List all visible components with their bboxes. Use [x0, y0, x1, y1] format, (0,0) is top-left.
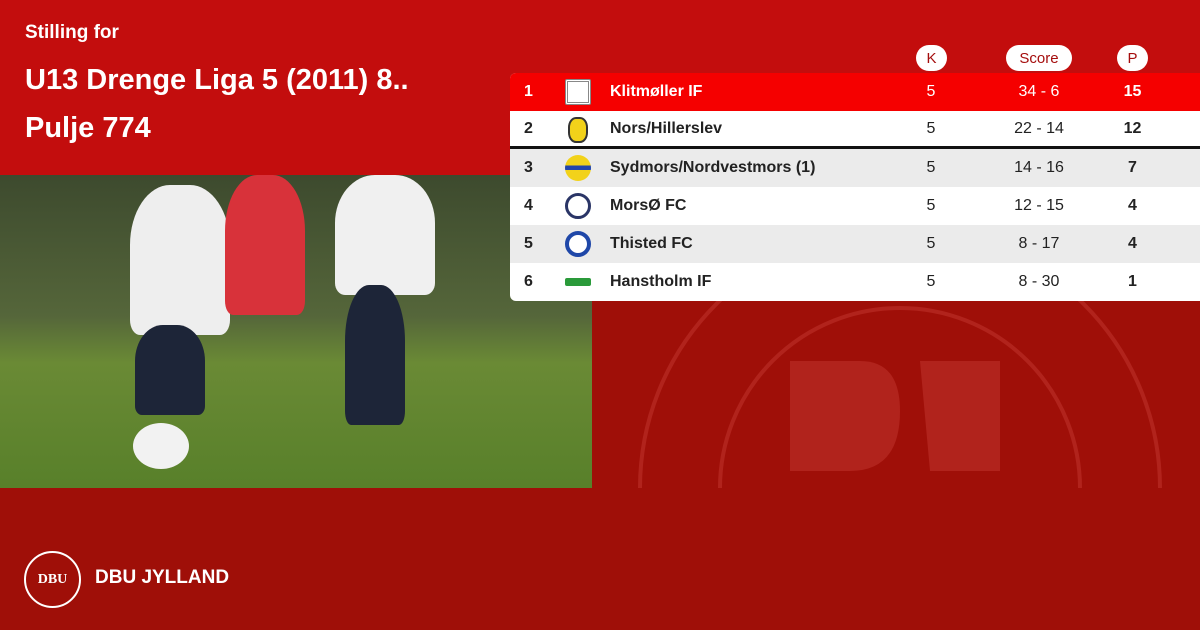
rank: 5: [524, 235, 533, 252]
morso-logo-icon: [565, 193, 591, 219]
score: 12 - 15: [1014, 197, 1064, 214]
klitmoller-logo-icon: [565, 79, 591, 105]
rank: 6: [524, 273, 533, 290]
column-header-p[interactable]: P: [1117, 45, 1148, 71]
points: 4: [1128, 235, 1137, 252]
points: 12: [1123, 119, 1142, 137]
played: 5: [926, 159, 936, 176]
points: 7: [1128, 159, 1137, 176]
team-name: Hanstholm IF: [610, 273, 712, 290]
standings-table: 1 Klitmøller IF 5 34 - 6 15 2 Nors/Hille…: [510, 73, 1200, 301]
score: 14 - 16: [1014, 159, 1064, 176]
column-header-score[interactable]: Score: [1006, 45, 1072, 71]
team-name: Nors/Hillerslev: [610, 119, 723, 137]
points: 1: [1128, 273, 1137, 290]
table-row[interactable]: 4 MorsØ FC 5 12 - 15 4: [510, 187, 1200, 225]
played: 5: [926, 197, 936, 214]
table-row[interactable]: 5 Thisted FC 5 8 - 17 4: [510, 225, 1200, 263]
table-row[interactable]: 1 Klitmøller IF 5 34 - 6 15: [510, 73, 1200, 111]
table-row[interactable]: 6 Hanstholm IF 5 8 - 30 1: [510, 263, 1200, 301]
sydmors-logo-icon: [565, 155, 591, 181]
played: 5: [926, 235, 936, 252]
rank: 3: [524, 159, 533, 176]
youth-football-photo: [0, 175, 592, 488]
subtitle: Stilling for: [25, 22, 119, 43]
rank: 2: [524, 119, 533, 137]
score: 8 - 30: [1018, 273, 1060, 290]
team-name: Klitmøller IF: [610, 83, 703, 100]
played: 5: [926, 119, 936, 137]
column-header-k[interactable]: K: [916, 45, 947, 71]
played: 5: [926, 83, 936, 100]
points: 4: [1128, 197, 1137, 214]
score: 34 - 6: [1018, 83, 1060, 100]
table-row[interactable]: 2 Nors/Hillerslev 5 22 - 14 12: [510, 111, 1200, 149]
team-name: MorsØ FC: [610, 197, 687, 214]
dbu-watermark: [600, 301, 1200, 488]
rank: 4: [524, 197, 533, 214]
hanstholm-logo-icon: [565, 278, 591, 286]
page-title: U13 Drenge Liga 5 (2011) 8.. Pulje 774: [25, 56, 495, 152]
title-line-2: Pulje 774: [25, 112, 151, 144]
score: 22 - 14: [1014, 119, 1064, 137]
nbk-logo-icon: [568, 117, 588, 143]
dbu-logo-icon: DBU: [24, 551, 81, 608]
title-line-1: U13 Drenge Liga 5 (2011) 8..: [25, 64, 409, 96]
org-name: DBU JYLLAND: [95, 567, 230, 588]
team-name: Thisted FC: [610, 235, 693, 252]
table-row[interactable]: 3 Sydmors/Nordvestmors (1) 5 14 - 16 7: [510, 149, 1200, 187]
score: 8 - 17: [1018, 235, 1060, 252]
points: 15: [1123, 83, 1142, 100]
logo-text: DBU: [37, 571, 68, 587]
rank: 1: [524, 83, 533, 100]
played: 5: [926, 273, 936, 290]
team-name: Sydmors/Nordvestmors (1): [610, 159, 816, 176]
thisted-logo-icon: [565, 231, 591, 257]
